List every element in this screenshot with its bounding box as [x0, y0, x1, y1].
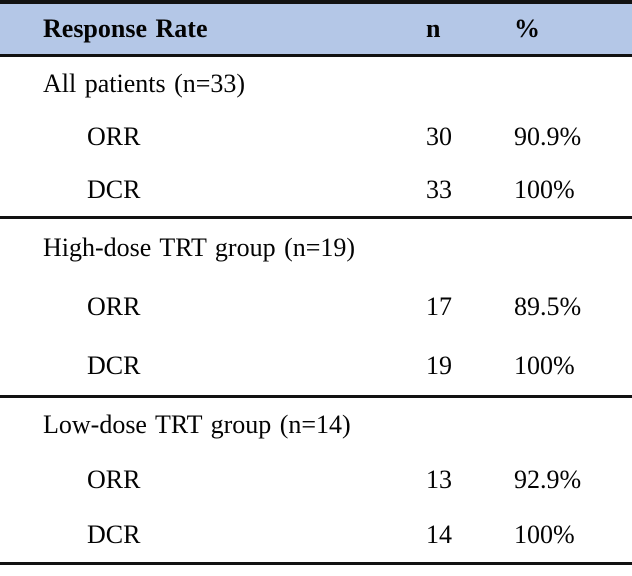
cell-pct: 92.9%	[514, 465, 582, 494]
cell-label: ORR	[87, 121, 141, 151]
cell-pct: 100%	[514, 519, 575, 549]
cell-n: 30	[426, 121, 452, 151]
data-row-dcr: DCR 14 100%	[0, 507, 632, 562]
header-cell-percent: %	[514, 14, 540, 43]
cell-n: 13	[426, 465, 452, 494]
group-row: Low-dose TRT group (n=14)	[0, 398, 632, 453]
section-low-dose-trt: Low-dose TRT group (n=14) ORR 13 92.9% D…	[0, 398, 632, 565]
cell-label: DCR	[87, 350, 141, 380]
cell-label: DCR	[87, 174, 141, 204]
group-label: All patients (n=33)	[43, 68, 246, 98]
header-cell-n: n	[426, 14, 441, 43]
cell-label: ORR	[87, 465, 141, 494]
group-label: High-dose TRT group (n=19)	[43, 233, 356, 263]
cell-n: 14	[426, 519, 452, 549]
table-header-row: Response Rate n %	[0, 4, 632, 57]
group-label: Low-dose TRT group (n=14)	[43, 410, 351, 440]
cell-n: 19	[426, 350, 452, 380]
cell-pct: 100%	[514, 174, 575, 204]
section-all-patients: All patients (n=33) ORR 30 90.9% DCR 33 …	[0, 57, 632, 219]
cell-pct: 89.5%	[514, 292, 582, 321]
cell-pct: 90.9%	[514, 121, 582, 151]
data-row-orr: ORR 17 89.5%	[0, 278, 632, 337]
cell-label: DCR	[87, 519, 141, 549]
cell-label: ORR	[87, 292, 141, 321]
header-cell-response-rate: Response Rate	[43, 14, 208, 43]
cell-n: 17	[426, 292, 452, 321]
data-row-dcr: DCR 19 100%	[0, 336, 632, 395]
cell-pct: 100%	[514, 350, 575, 380]
section-high-dose-trt: High-dose TRT group (n=19) ORR 17 89.5% …	[0, 219, 632, 398]
group-row: All patients (n=33)	[0, 57, 632, 110]
group-row: High-dose TRT group (n=19)	[0, 219, 632, 278]
data-row-orr: ORR 30 90.9%	[0, 110, 632, 163]
cell-n: 33	[426, 174, 452, 204]
data-row-orr: ORR 13 92.9%	[0, 453, 632, 508]
data-row-dcr: DCR 33 100%	[0, 163, 632, 216]
